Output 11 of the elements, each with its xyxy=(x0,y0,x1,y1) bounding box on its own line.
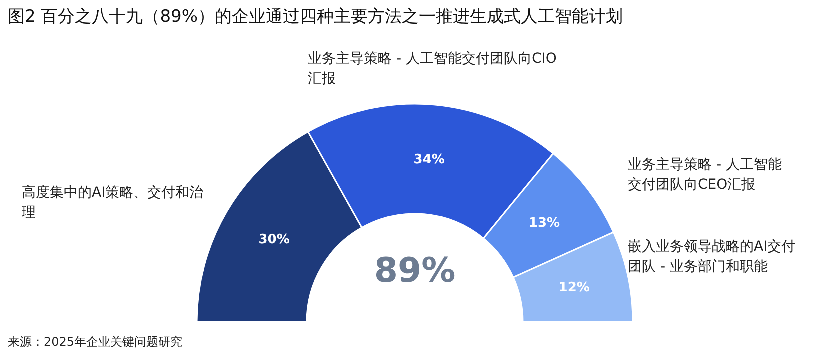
text: 89% xyxy=(374,251,456,291)
chart-title: 图2 百分之八十九（89%）的企业通过四种主要方法之一推进生成式人工智能计划 xyxy=(8,7,624,27)
slice-label: 高度集中的AI策略、交付和治理 xyxy=(22,185,204,221)
data-label: 13% xyxy=(528,216,560,231)
slice-label: 业务主导策略 - 人工智能交付团队向CEO汇报 xyxy=(628,157,782,193)
slice-label: 业务主导策略 - 人工智能交付团队向CIO汇报 xyxy=(308,51,557,87)
data-label: 30% xyxy=(258,232,290,248)
source-note: 来源：2025年企业关键问题研究 xyxy=(8,335,183,349)
slice-label: 嵌入业务领导战略的AI交付团队 - 业务部门和职能 xyxy=(628,239,796,275)
data-label: 12% xyxy=(558,280,590,296)
data-label: 34% xyxy=(414,152,445,168)
